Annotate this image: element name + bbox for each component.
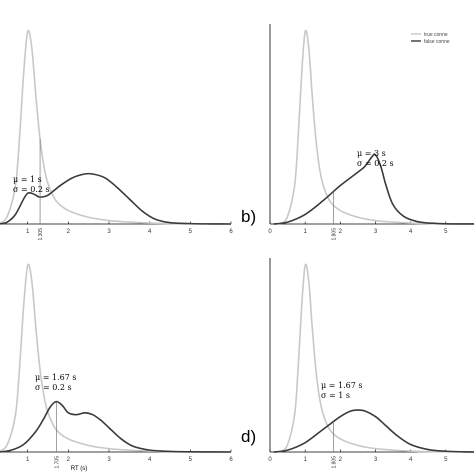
parameter-annotation: μ = 1.67 s: [321, 381, 362, 390]
threshold-label: 1.305: [38, 228, 44, 241]
parameter-annotation: σ = 0.2 s: [357, 159, 394, 168]
x-tick-label: 2: [67, 229, 71, 235]
panel-label: d): [241, 427, 256, 446]
x-tick-label: 2: [339, 457, 343, 463]
x-tick-label: 6: [229, 457, 233, 463]
threshold-label: 1.805: [331, 228, 337, 241]
parameter-annotation: σ = 1 s: [321, 391, 350, 400]
x-tick-label: 1: [303, 457, 307, 463]
x-tick-label: 4: [409, 457, 413, 463]
series-true-line: [0, 29, 232, 225]
x-tick-label: 4: [409, 229, 413, 235]
series-false-line: [0, 172, 232, 225]
parameter-annotation: μ = 1.67 s: [35, 373, 76, 382]
series-false-line: [273, 409, 474, 453]
series-true-line: [273, 29, 474, 225]
parameter-annotation: σ = 0.2 s: [35, 383, 72, 392]
legend-entry-true: true conne: [424, 32, 448, 38]
x-tick-label: 1: [26, 229, 30, 235]
x-tick-label: 0: [268, 229, 272, 235]
threshold-label: 1.805: [331, 456, 337, 469]
x-tick-label: 1: [26, 457, 30, 463]
x-tick-label: 3: [374, 229, 378, 235]
x-axis-title: RT (s): [71, 466, 87, 472]
x-tick-label: 2: [67, 457, 71, 463]
x-tick-label: 5: [444, 457, 448, 463]
x-tick-label: 0: [268, 457, 272, 463]
x-tick-label: 3: [107, 229, 111, 235]
x-tick-label: 4: [148, 457, 152, 463]
x-tick-label: 5: [189, 229, 193, 235]
series-true-line: [273, 263, 474, 453]
x-tick-label: 5: [189, 457, 193, 463]
parameter-annotation: μ = 1 s: [13, 175, 42, 184]
x-tick-label: 3: [107, 457, 111, 463]
x-tick-label: 3: [374, 457, 378, 463]
x-tick-label: 1: [303, 229, 307, 235]
x-tick-label: 2: [339, 229, 343, 235]
panel-label: b): [241, 207, 256, 226]
parameter-annotation: σ = 0.2 s: [13, 185, 50, 194]
parameter-annotation: μ = 3 s: [357, 149, 386, 158]
panel-bottom-left: 1 2 3 4 5 6 1.705 μ = 1.67 sσ = 0.2 s RT (s): [0, 263, 233, 472]
series-false-line: [0, 400, 232, 453]
x-tick-label: 5: [444, 229, 448, 235]
legend-entry-false: false conne: [424, 39, 450, 45]
x-tick-label: 6: [229, 229, 233, 235]
threshold-label: 1.705: [54, 456, 60, 469]
panel-top-left: 1 2 3 4 5 6 1.305 μ = 1 sσ = 0.2 s: [0, 29, 233, 241]
series-false-line: [273, 153, 474, 225]
x-tick-label: 4: [148, 229, 152, 235]
